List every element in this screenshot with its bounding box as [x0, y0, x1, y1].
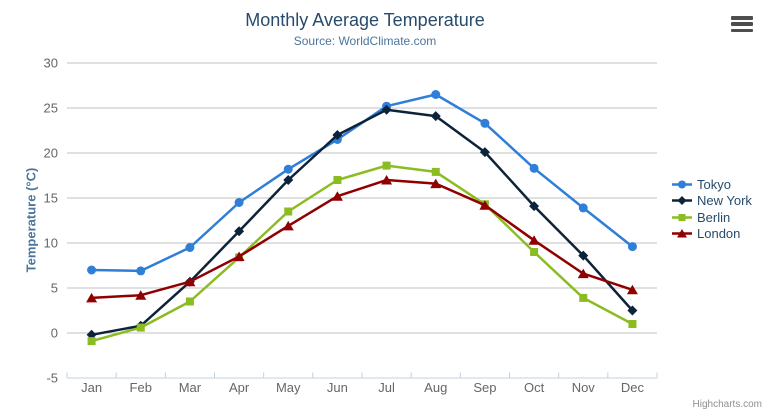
yaxis-tick-label: 25 — [44, 101, 58, 116]
xaxis-tick-label: Nov — [572, 380, 596, 395]
xaxis-tick-label: Dec — [621, 380, 645, 395]
series-new-york[interactable] — [86, 104, 638, 340]
hamburger-menu-icon[interactable] — [731, 16, 753, 32]
xaxis-tick-label: Jan — [81, 380, 102, 395]
legend-label: Berlin — [697, 209, 731, 225]
square-series-marker-icon — [672, 213, 692, 221]
credits-link[interactable]: Highcharts.com — [692, 399, 762, 410]
xaxis-tick-label: Mar — [179, 380, 202, 395]
series-tokyo[interactable] — [87, 90, 637, 276]
xaxis-tick-label: Apr — [229, 380, 250, 395]
yaxis-tick-label: -5 — [46, 371, 58, 386]
diamond-series-marker-icon — [672, 196, 692, 206]
page-title: Monthly Average Temperature — [245, 10, 485, 30]
yaxis-tick-label: 15 — [44, 191, 58, 206]
circle-series-marker-icon — [672, 180, 692, 189]
legend-label: Tokyo — [697, 176, 731, 192]
yaxis-tick-label: 30 — [44, 56, 58, 71]
chart-subtitle: Source: WorldClimate.com — [293, 34, 437, 48]
legend-label: London — [697, 226, 741, 242]
legend-item-tokyo[interactable]: Tokyo — [672, 176, 752, 193]
xaxis-tick-label: Jul — [378, 380, 395, 395]
triangle-series-marker-icon — [672, 229, 692, 238]
yaxis-labels: -5 0 5 10 15 20 25 30 — [44, 56, 58, 386]
legend-item-berlin[interactable]: Berlin — [672, 209, 752, 226]
legend-item-new-york[interactable]: New York — [672, 193, 752, 210]
yaxis-tick-label: 10 — [44, 236, 58, 251]
yaxis-tick-label: 0 — [51, 326, 58, 341]
xaxis-tick-label: May — [276, 380, 301, 395]
y-gridlines — [67, 62, 657, 334]
yaxis-tick-label: 5 — [51, 281, 58, 296]
xaxis-tick-label: Oct — [524, 380, 545, 395]
xaxis-tick-label: Sep — [473, 380, 496, 395]
xaxis-tick-label: Feb — [130, 380, 152, 395]
series-london[interactable] — [86, 175, 638, 303]
legend-item-london[interactable]: London — [672, 226, 752, 243]
yaxis-tick-label: 20 — [44, 146, 58, 161]
legend: Tokyo New York Berlin London — [672, 176, 752, 242]
xaxis-tick-label: Jun — [327, 380, 348, 395]
legend-label: New York — [697, 193, 752, 209]
xaxis: Jan Feb Mar Apr May Jun Jul Aug Sep Oct Nov Dec — [66, 372, 658, 395]
xaxis-tick-label: Aug — [424, 380, 447, 395]
yaxis-title: Temperature (°C) — [23, 167, 39, 273]
